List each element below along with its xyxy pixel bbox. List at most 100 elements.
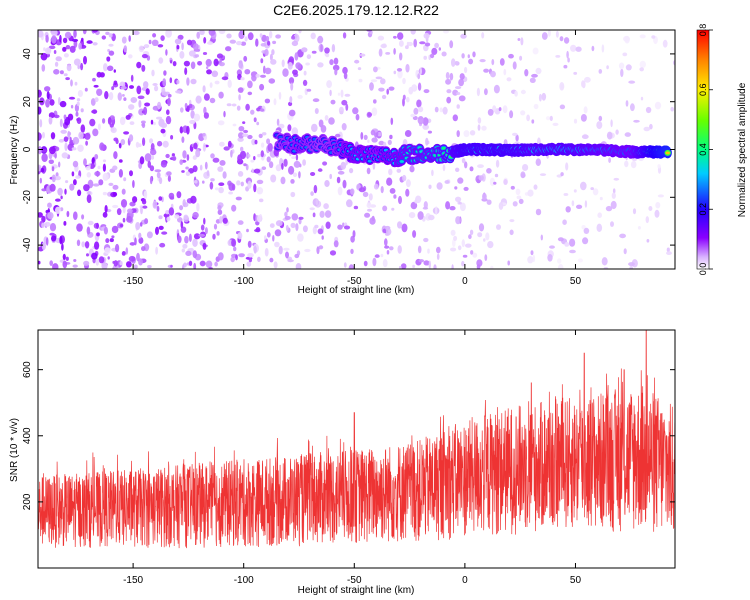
spectrogram-panel: -150 -100 -50 0 50 -40 -20 0 20 40 Height of str…	[9, 29, 676, 296]
noise-speckle	[147, 160, 152, 168]
noise-speckle	[202, 180, 205, 184]
noise-speckle	[569, 249, 576, 254]
noise-speckle	[295, 223, 299, 232]
noise-speckle	[295, 263, 302, 269]
spectrogram-y-tick-label: 0	[22, 146, 33, 152]
noise-speckle	[535, 208, 542, 216]
noise-speckle	[176, 79, 180, 85]
noise-speckle	[342, 179, 347, 189]
noise-speckle	[493, 181, 497, 185]
noise-speckle	[120, 86, 127, 90]
noise-speckle	[468, 234, 472, 240]
noise-speckle	[172, 61, 177, 67]
snr-series	[38, 330, 675, 549]
noise-speckle	[183, 214, 189, 220]
noise-speckle	[188, 103, 193, 109]
noise-speckle	[400, 263, 407, 269]
noise-speckle	[666, 247, 670, 252]
noise-speckle	[122, 217, 126, 223]
noise-speckle	[130, 97, 138, 103]
noise-speckle	[268, 78, 276, 84]
noise-speckle	[177, 235, 182, 244]
noise-speckle	[139, 222, 143, 227]
noise-speckle	[63, 221, 67, 226]
noise-speckle	[637, 226, 641, 230]
noise-speckle	[469, 130, 476, 136]
noise-speckle	[218, 182, 225, 186]
noise-speckle	[569, 238, 576, 247]
noise-speckle	[137, 95, 145, 100]
noise-speckle	[142, 205, 148, 209]
noise-speckle	[247, 32, 254, 41]
noise-speckle	[129, 170, 133, 177]
noise-speckle	[247, 154, 251, 158]
noise-speckle	[538, 93, 542, 102]
noise-speckle	[62, 260, 68, 269]
noise-speckle	[436, 182, 443, 190]
noise-speckle	[217, 252, 224, 261]
noise-speckle	[123, 45, 128, 53]
noise-speckle	[254, 139, 258, 145]
noise-speckle	[380, 186, 384, 194]
noise-speckle	[639, 34, 646, 39]
noise-speckle	[405, 63, 410, 73]
noise-speckle	[45, 237, 49, 246]
noise-speckle	[205, 260, 213, 268]
noise-speckle	[138, 45, 145, 53]
noise-speckle	[292, 172, 298, 178]
noise-speckle	[573, 71, 578, 75]
noise-speckle	[63, 53, 69, 58]
noise-speckle	[96, 88, 103, 97]
spectrogram-y-tick-label: 40	[22, 48, 33, 60]
noise-speckle	[374, 254, 380, 258]
noise-speckle	[46, 91, 50, 100]
noise-speckle	[54, 153, 57, 159]
noise-speckle	[232, 123, 237, 127]
noise-speckle	[62, 37, 68, 44]
noise-speckle	[59, 70, 64, 75]
noise-speckle	[66, 64, 72, 72]
noise-speckle	[148, 39, 152, 45]
noise-speckle	[190, 61, 196, 70]
noise-speckle	[435, 206, 438, 216]
noise-speckle	[125, 261, 132, 268]
noise-speckle	[576, 204, 583, 209]
noise-speckle	[260, 58, 264, 64]
noise-speckle	[329, 250, 337, 256]
noise-speckle	[41, 153, 48, 162]
noise-speckle	[599, 196, 603, 201]
noise-speckle	[326, 80, 332, 89]
noise-speckle	[123, 97, 127, 101]
noise-speckle	[264, 247, 269, 257]
noise-speckle	[459, 73, 465, 80]
noise-speckle	[517, 38, 521, 41]
noise-speckle	[260, 150, 264, 158]
noise-speckle	[247, 91, 253, 96]
noise-speckle	[338, 106, 344, 115]
noise-speckle	[481, 125, 487, 131]
noise-speckle	[290, 222, 296, 229]
noise-speckle	[284, 211, 288, 217]
noise-speckle	[138, 108, 145, 116]
noise-speckle	[109, 238, 114, 243]
noise-speckle	[203, 93, 210, 101]
noise-speckle	[509, 229, 514, 236]
noise-speckle	[423, 237, 429, 243]
noise-speckle	[81, 241, 85, 248]
figure-title: C2E6.2025.179.12.12.R22	[273, 2, 439, 18]
noise-speckle	[613, 177, 620, 181]
noise-speckle	[141, 199, 147, 205]
noise-speckle	[209, 82, 213, 88]
noise-speckle	[657, 164, 661, 169]
snr-y-tick-label: 200	[22, 493, 33, 510]
noise-speckle	[382, 205, 388, 212]
noise-speckle	[371, 137, 378, 143]
noise-speckle	[643, 126, 651, 132]
noise-speckle	[547, 30, 551, 37]
noise-speckle	[388, 86, 395, 91]
noise-speckle	[516, 195, 522, 200]
noise-speckle	[176, 191, 182, 199]
noise-speckle	[119, 116, 126, 126]
noise-speckle	[655, 202, 661, 209]
